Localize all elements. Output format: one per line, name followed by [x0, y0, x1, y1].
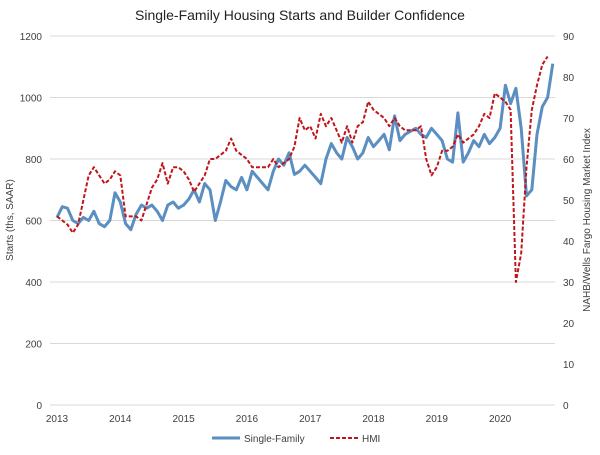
x-tick-label: 2018	[362, 414, 385, 425]
x-tick-label: 2020	[489, 414, 512, 425]
x-tick-label: 2013	[46, 414, 69, 425]
legend-label-single-family: Single-Family	[244, 434, 305, 445]
chart-title: Single-Family Housing Starts and Builder…	[135, 7, 465, 23]
legend-label-hmi: HMI	[362, 434, 380, 445]
y2-tick-label: 80	[563, 73, 575, 84]
x-tick-label: 2016	[236, 414, 259, 425]
y2-tick-label: 90	[563, 32, 575, 43]
y2-tick-label: 30	[563, 278, 575, 289]
y-tick-label: 800	[25, 155, 42, 166]
series-line-single-family	[57, 64, 553, 230]
y2-tick-label: 10	[563, 360, 575, 371]
y2-tick-label: 70	[563, 114, 575, 125]
x-tick-label: 2015	[172, 414, 195, 425]
y2-tick-label: 60	[563, 155, 575, 166]
y-tick-label: 600	[25, 217, 42, 228]
y-tick-label: 0	[36, 401, 42, 412]
x-tick-label: 2014	[109, 414, 132, 425]
y2-tick-label: 50	[563, 196, 575, 207]
x-tick-label: 2019	[426, 414, 449, 425]
y2-tick-label: 20	[563, 319, 575, 330]
x-tick-label: 2017	[299, 414, 322, 425]
y-tick-label: 1200	[20, 32, 43, 43]
y2-tick-label: 0	[563, 401, 569, 412]
y2-axis-label: NAHB/Wells Fargo Housing Market Index	[582, 128, 593, 312]
y2-tick-label: 40	[563, 237, 575, 248]
y-axis-label: Starts (ths, SAAR)	[5, 179, 16, 261]
y-tick-label: 200	[25, 340, 42, 351]
y-tick-label: 1000	[20, 94, 43, 105]
y-tick-label: 400	[25, 278, 42, 289]
legend: Single-Family HMI	[212, 434, 380, 445]
